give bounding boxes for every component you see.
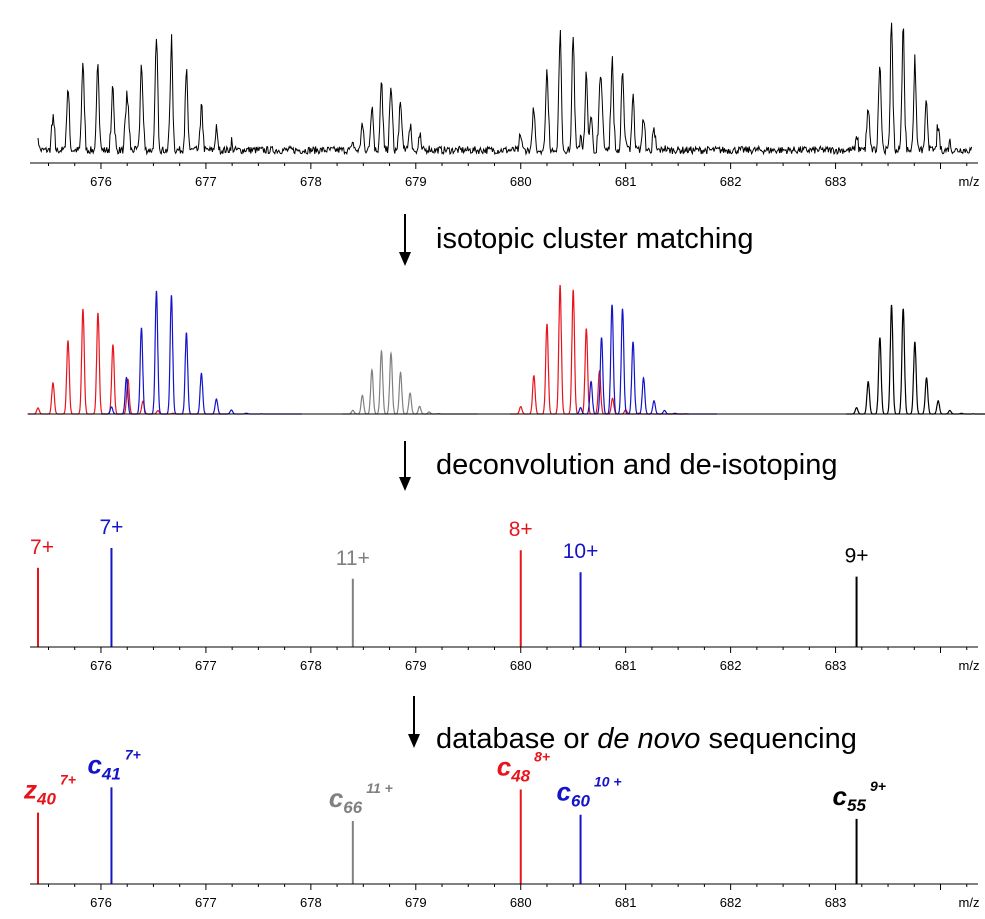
tick-label: 677 bbox=[195, 895, 217, 910]
ion-type: c bbox=[87, 749, 102, 779]
fragment-ion-label: c6010 + bbox=[557, 774, 622, 811]
tick-label: 683 bbox=[825, 658, 847, 673]
fragment-ion-label: c559+ bbox=[833, 778, 886, 815]
fragment-ions-panel: z407+c417+c6611 +c488+c6010 + c559+ 676 67… bbox=[23, 746, 979, 910]
arrow-head-icon bbox=[399, 477, 411, 491]
ion-index: 55 bbox=[847, 796, 866, 815]
ion-index: 40 bbox=[36, 790, 56, 809]
tick-label: 680 bbox=[510, 174, 532, 189]
ion-charge: 7+ bbox=[60, 772, 76, 788]
tick-label: 681 bbox=[615, 895, 637, 910]
tick-label: 680 bbox=[510, 895, 532, 910]
tick-label: 682 bbox=[720, 174, 742, 189]
tick-label: 679 bbox=[405, 174, 427, 189]
charge-state-label: 7+ bbox=[99, 516, 123, 539]
tick-label: 676 bbox=[90, 658, 112, 673]
tick-label: 683 bbox=[825, 174, 847, 189]
ion-charge: 7+ bbox=[125, 746, 141, 762]
ion-index: 48 bbox=[510, 767, 530, 786]
tick-label: 677 bbox=[195, 658, 217, 673]
charge-state-label: 8+ bbox=[509, 518, 533, 541]
ion-type: c bbox=[833, 781, 848, 811]
ion-charge: 11 + bbox=[366, 780, 393, 796]
ion-type: c bbox=[557, 777, 572, 807]
tick-label: 681 bbox=[615, 658, 637, 673]
tick-label: 679 bbox=[405, 658, 427, 673]
step-label-sequencing-pre: database or bbox=[436, 723, 597, 755]
raw-spectrum-panel: 676 677 678 679 680 681 682 683 m/z bbox=[30, 22, 980, 189]
tick-label: 682 bbox=[720, 895, 742, 910]
ion-index: 60 bbox=[571, 792, 590, 811]
tick-label: 677 bbox=[195, 174, 217, 189]
step-2: deconvolution and de-isotoping bbox=[399, 441, 837, 491]
step-label-sequencing-post: sequencing bbox=[700, 723, 856, 755]
fragment-ion-label: c488+ bbox=[497, 749, 550, 786]
tick-label: 678 bbox=[300, 174, 322, 189]
charge-state-label: 7+ bbox=[30, 536, 54, 559]
axis-unit-label: m/z bbox=[959, 895, 980, 910]
step-label-isotopic-matching: isotopic cluster matching bbox=[436, 223, 754, 255]
arrow-head-icon bbox=[399, 252, 411, 266]
tick-label: 680 bbox=[510, 658, 532, 673]
isotopic-clusters-panel bbox=[27, 285, 985, 415]
step-label-sequencing-em: de novo bbox=[597, 723, 700, 755]
step-1: isotopic cluster matching bbox=[399, 214, 754, 266]
tick-label: 676 bbox=[90, 895, 112, 910]
tick-label: 678 bbox=[300, 895, 322, 910]
fragment-ion-label: z407+ bbox=[23, 772, 76, 809]
deconvoluted-x-axis: 676 677 678 679 680 681 682 683 m/z bbox=[30, 646, 980, 673]
axis-unit-label: m/z bbox=[959, 658, 980, 673]
axis-unit-label: m/z bbox=[959, 174, 980, 189]
deconvoluted-peaks-panel: 7+ 7+ 11+ 8+ 10+ 9+ 676 677 678 679 680 681 682 683 m… bbox=[30, 516, 979, 673]
ion-type: c bbox=[497, 752, 512, 782]
tick-label: 676 bbox=[90, 174, 112, 189]
ion-index: 41 bbox=[101, 764, 121, 783]
fragment-ion-label: c417+ bbox=[87, 746, 140, 783]
raw-spectrum-trace bbox=[37, 22, 973, 156]
tick-label: 682 bbox=[720, 658, 742, 673]
step-label-deconvolution: deconvolution and de-isotoping bbox=[436, 449, 837, 481]
fragment-ion-label: c6611 + bbox=[329, 780, 393, 817]
charge-state-label: 10+ bbox=[563, 540, 599, 563]
fragment-ions-x-axis: 676 677 678 679 680 681 682 683 m/z bbox=[30, 883, 980, 910]
isotopic-cluster-blue-1 bbox=[101, 290, 302, 415]
isotopic-cluster-blue-4 bbox=[570, 304, 717, 415]
ion-charge: 10 + bbox=[594, 774, 622, 790]
step-3: database or de novo sequencing bbox=[408, 696, 857, 755]
tick-label: 679 bbox=[405, 895, 427, 910]
charge-state-label: 9+ bbox=[845, 545, 869, 568]
tick-label: 683 bbox=[825, 895, 847, 910]
tick-label: 681 bbox=[615, 174, 637, 189]
tick-label: 678 bbox=[300, 658, 322, 673]
ion-type: z bbox=[23, 775, 37, 805]
arrow-head-icon bbox=[408, 734, 420, 748]
step-label-sequencing: database or de novo sequencing bbox=[436, 723, 857, 755]
charge-state-label: 11+ bbox=[336, 547, 370, 570]
isotopic-cluster-gray-2 bbox=[342, 349, 478, 415]
ion-charge: 9+ bbox=[870, 778, 886, 794]
ion-type: c bbox=[329, 783, 344, 813]
ion-charge: 8+ bbox=[534, 749, 550, 765]
isotopic-cluster-black-5 bbox=[846, 304, 985, 415]
ion-index: 66 bbox=[343, 798, 362, 817]
raw-spectrum-x-axis: 676 677 678 679 680 681 682 683 m/z bbox=[30, 162, 980, 189]
